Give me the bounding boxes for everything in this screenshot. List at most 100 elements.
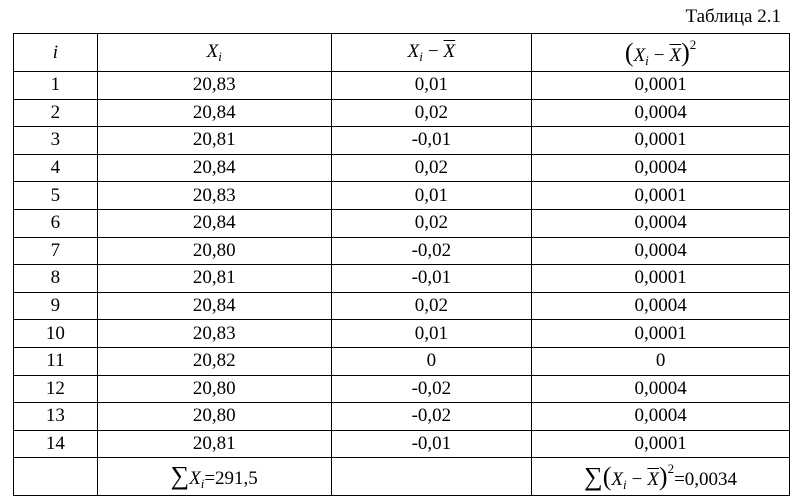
table-row: 12 20,80 -0,02 0,0004	[13, 374, 790, 404]
table-cell: 0,02	[330, 291, 533, 321]
table-cell: 20,84	[96, 291, 332, 321]
table-cell: 0,01	[330, 71, 533, 100]
sum-value: =0,0034	[674, 468, 738, 490]
math-superscript: 2	[667, 460, 675, 476]
table-cell: 5	[13, 181, 98, 210]
table-cell: 20,81	[96, 264, 332, 293]
table-row: 6 20,84 0,02 0,0004	[13, 208, 790, 238]
table-cell: 0,0004	[531, 153, 790, 183]
table-cell: 0,0001	[531, 71, 790, 100]
table-cell: 12	[13, 374, 98, 404]
table-cell: 1	[13, 71, 98, 100]
math-operator: −	[427, 40, 439, 62]
table-row: 1 20,83 0,01 0,0001	[13, 71, 790, 100]
math-paren: )	[681, 37, 690, 67]
table-row: 10 20,83 0,01 0,0001	[13, 319, 790, 348]
table-cell: 20,83	[96, 71, 332, 100]
table-cell: 9	[13, 291, 98, 321]
table-cell: 0,0001	[531, 319, 790, 348]
table-cell: 0,0004	[531, 374, 790, 404]
table-cell: 20,81	[96, 429, 332, 459]
table-cell: 20,80	[96, 236, 332, 266]
table-cell: 20,83	[96, 319, 332, 348]
table-cell: 11	[13, 346, 98, 376]
math-symbol: X	[206, 40, 219, 62]
math-symbol: i	[52, 41, 59, 63]
sum-value: =291,5	[204, 468, 258, 490]
table-cell: 4	[13, 153, 98, 183]
table-cell: -0,01	[330, 126, 533, 155]
math-symbol: X	[647, 468, 659, 490]
math-symbol: X	[189, 468, 201, 490]
table-cell: -0,02	[330, 236, 533, 266]
table-row: 8 20,81 -0,01 0,0001	[13, 264, 790, 293]
table-cell: 0,0004	[531, 208, 790, 238]
table-row: 13 20,80 -0,02 0,0004	[13, 402, 790, 431]
table-cell: 20,82	[96, 346, 332, 376]
table-cell: 0,0004	[531, 291, 790, 321]
table-row: 14 20,81 -0,01 0,0001	[13, 429, 790, 459]
table-row: 3 20,81 -0,01 0,0001	[13, 126, 790, 155]
table-cell: 0,01	[330, 319, 533, 348]
table-cell: -0,02	[330, 402, 533, 431]
table-cell: 8	[13, 264, 98, 293]
table-cell: 20,80	[96, 402, 332, 431]
table-cell: 0,02	[330, 153, 533, 183]
math-paren: )	[658, 461, 668, 491]
math-operator: −	[653, 44, 665, 66]
table-body: 1 20,83 0,01 0,0001 2 20,84 0,02 0,0004 3 20,81 -0…	[13, 71, 790, 459]
table-row: 11 20,82 0 0	[13, 346, 790, 376]
table-cell: -0,01	[330, 264, 533, 293]
table-cell: 20,83	[96, 181, 332, 210]
table-cell: 0,02	[330, 208, 533, 238]
footer-cell: ∑Xi=291,5	[96, 457, 332, 497]
table-cell: -0,02	[330, 374, 533, 404]
math-symbol: X	[633, 44, 646, 66]
table-cell: 20,80	[96, 374, 332, 404]
table-cell: 0,01	[330, 181, 533, 210]
math-symbol: X	[669, 44, 682, 66]
math-paren: (	[602, 461, 612, 491]
math-subscript: i	[218, 48, 222, 64]
table-cell: 0,0001	[531, 264, 790, 293]
header-cell: Xi	[96, 33, 332, 72]
table-cell: 2	[13, 98, 98, 128]
table-row: 4 20,84 0,02 0,0004	[13, 153, 790, 183]
table-cell: 0,0001	[531, 181, 790, 210]
table-row: 7 20,80 -0,02 0,0004	[13, 236, 790, 266]
header-row: i Xi Xi − X (Xi − X)2	[13, 33, 790, 72]
table-cell: 0,0004	[531, 98, 790, 128]
math-symbol: X	[443, 40, 456, 62]
footer-row: ∑Xi=291,5 ∑(Xi − X)2=0,0034	[13, 457, 790, 497]
header-cell: i	[13, 33, 98, 72]
math-symbol: X	[407, 40, 420, 62]
table-cell: 0,0004	[531, 402, 790, 431]
table-cell: 20,84	[96, 153, 332, 183]
header-cell: Xi − X	[330, 33, 533, 72]
math-subscript: i	[645, 52, 649, 68]
footer-cell: ∑(Xi − X)2=0,0034	[531, 457, 790, 497]
table-cell: 20,81	[96, 126, 332, 155]
table-cell: 20,84	[96, 98, 332, 128]
table-cell: 0	[330, 346, 533, 376]
table-row: 2 20,84 0,02 0,0004	[13, 98, 790, 128]
math-operator: −	[631, 468, 643, 490]
table-cell: 20,84	[96, 208, 332, 238]
data-table: i Xi Xi − X (Xi − X)2 1 20,83 0,01 0,0001 2 20,84…	[13, 33, 790, 497]
footer-cell	[330, 457, 533, 497]
table-cell: 6	[13, 208, 98, 238]
math-operator: ∑	[584, 461, 603, 491]
table-cell: 3	[13, 126, 98, 155]
table-cell: 13	[13, 402, 98, 431]
table-row: 9 20,84 0,02 0,0004	[13, 291, 790, 321]
caption: Таблица 2.1	[685, 6, 781, 27]
math-symbol: X	[611, 468, 623, 490]
table-cell: -0,01	[330, 429, 533, 459]
header-cell: (Xi − X)2	[531, 33, 790, 72]
math-subscript: i	[200, 476, 205, 492]
math-subscript: i	[622, 476, 627, 492]
table-cell: 0,02	[330, 98, 533, 128]
math-operator: ∑	[170, 461, 190, 491]
table-cell: 7	[13, 236, 98, 266]
